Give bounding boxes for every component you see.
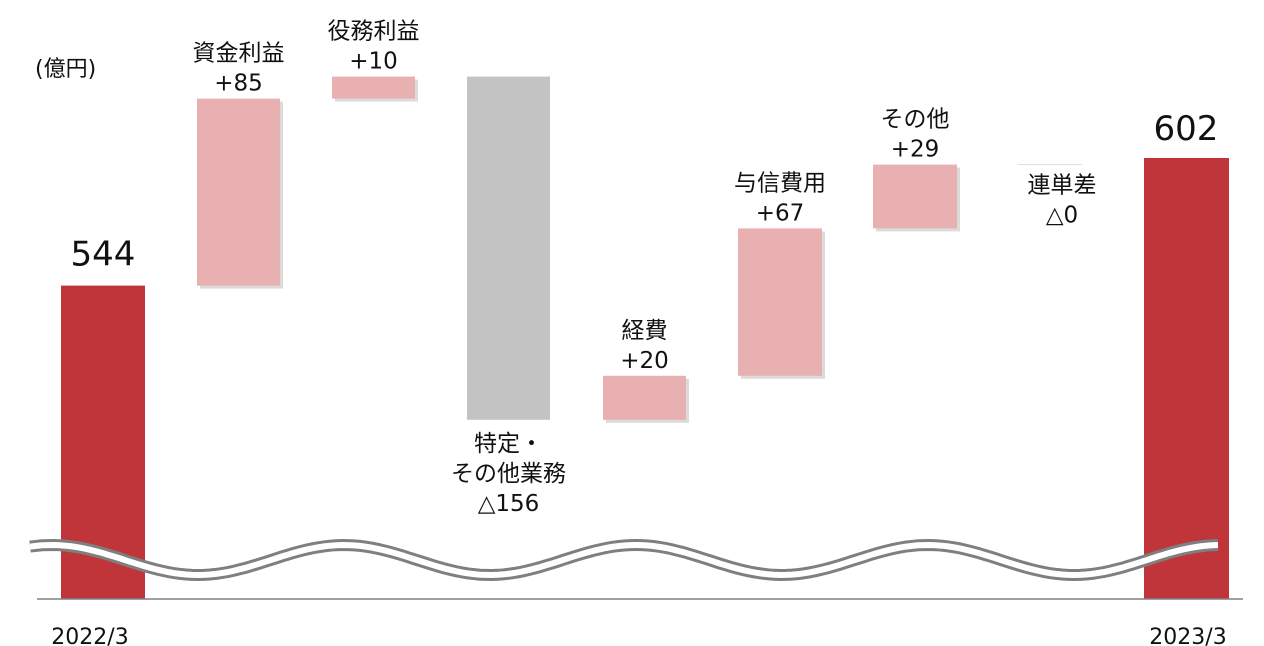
step-label-1: 資金利益+85 bbox=[193, 41, 285, 97]
step-label-3: 特定・その他業務△156 bbox=[451, 431, 566, 517]
unit-label: (億円) bbox=[35, 57, 96, 82]
step-label-5: 与信費用+67 bbox=[734, 170, 826, 226]
bar-step-2 bbox=[332, 76, 415, 99]
bar-end-total bbox=[1144, 158, 1229, 599]
bars-group bbox=[61, 76, 1229, 599]
bar-step-4 bbox=[603, 375, 686, 420]
end-value-label: 602 bbox=[1154, 109, 1219, 149]
end-category-label: 2023/3 bbox=[1149, 625, 1226, 646]
start-category-label: 2022/3 bbox=[51, 625, 128, 646]
bar-step-5 bbox=[738, 228, 822, 376]
bar-step-3 bbox=[467, 76, 550, 420]
step-label-7: 連単差△0 bbox=[1028, 173, 1097, 229]
labels-group: 544 2022/3 資金利益+85 役務利益+10 特定・その他業務△156 経費+20… bbox=[51, 19, 1226, 646]
axis-break bbox=[29, 538, 1219, 582]
start-value-label: 544 bbox=[71, 235, 136, 275]
step-label-2: 役務利益+10 bbox=[328, 19, 420, 75]
bar-step-6 bbox=[873, 164, 957, 229]
bar-step-1 bbox=[197, 98, 280, 286]
step-label-4: 経費+20 bbox=[620, 318, 669, 374]
step-label-6: その他+29 bbox=[881, 107, 950, 163]
